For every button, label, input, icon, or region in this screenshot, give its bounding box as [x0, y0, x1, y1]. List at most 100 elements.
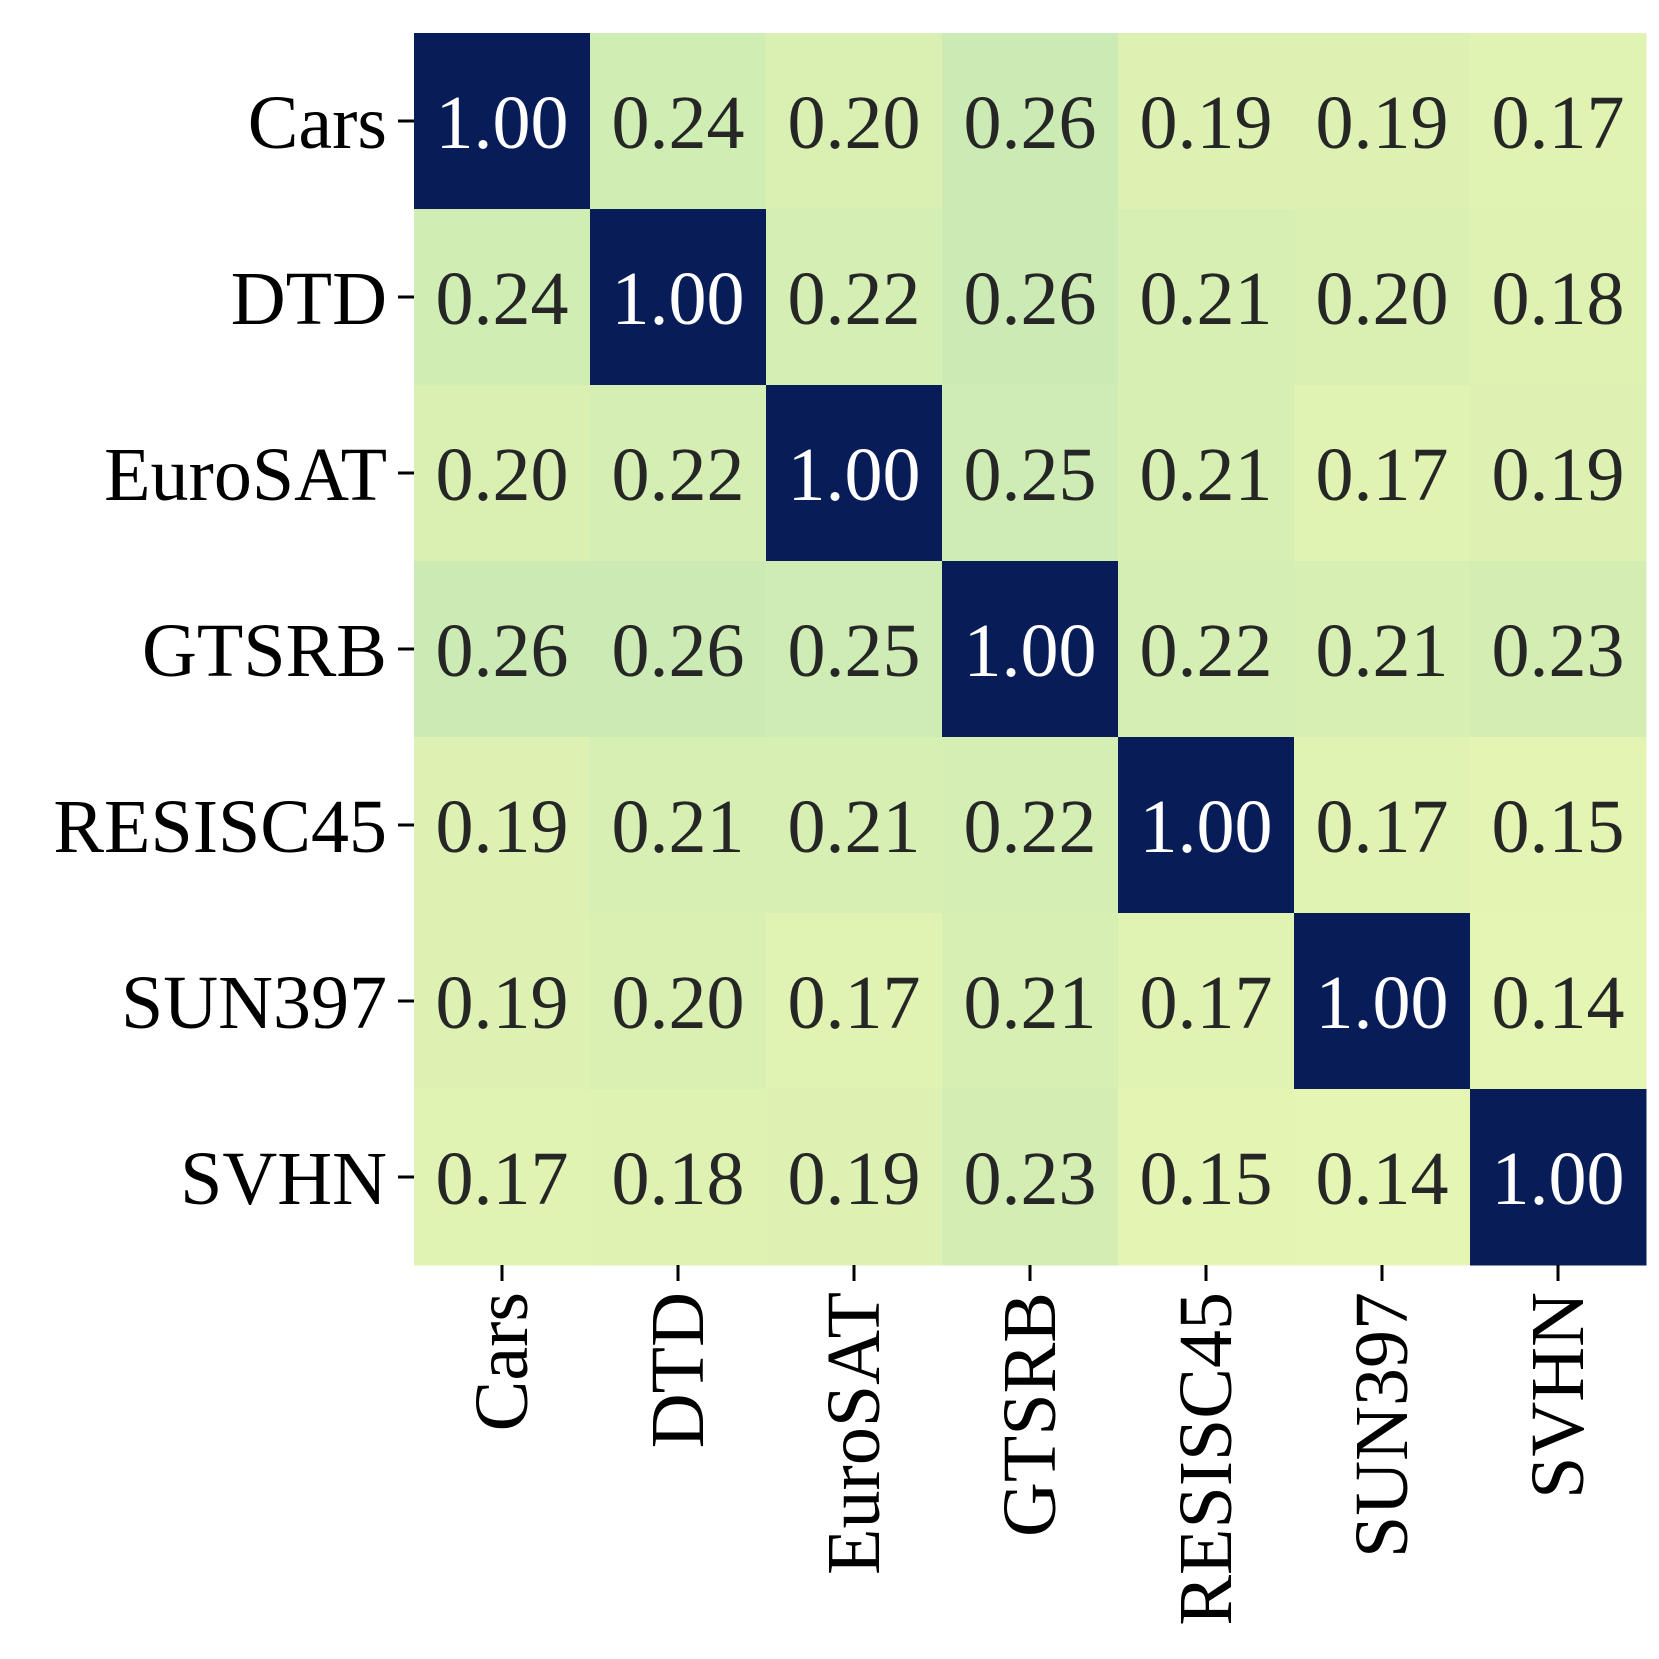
cell-value-label: 0.21 [1316, 609, 1449, 693]
cell-value-label: 0.21 [964, 961, 1097, 1045]
heatmap-cell-gtsrb-cars [414, 561, 591, 738]
cell-value-label: 1.00 [612, 257, 745, 341]
row-tick-label-cars: Cars [248, 81, 387, 165]
heatmap-cell-svhn-sun397 [1294, 1089, 1471, 1266]
cell-value-label: 0.24 [436, 257, 569, 341]
cell-value-label: 0.20 [612, 961, 745, 1045]
heatmap-cell-svhn-gtsrb [942, 1089, 1119, 1266]
heatmap-cell-sun397-svhn [1470, 913, 1647, 1090]
cell-value-label: 0.20 [788, 81, 921, 165]
heatmap-cell-gtsrb-dtd [590, 561, 767, 738]
heatmap-cell-gtsrb-svhn [1470, 561, 1647, 738]
heatmap-cell-gtsrb-eurosat [766, 561, 943, 738]
column-tick-label-eurosat: EuroSAT [812, 1292, 896, 1575]
cell-value-label: 0.15 [1492, 785, 1625, 869]
heatmap-cell-gtsrb-sun397 [1294, 561, 1471, 738]
column-tick-label-resisc45: RESISC45 [1164, 1292, 1248, 1626]
heatmap-cell-dtd-resisc45 [1118, 209, 1295, 386]
heatmap-cell-eurosat-resisc45 [1118, 385, 1295, 562]
heatmap-cell-dtd-sun397 [1294, 209, 1471, 386]
cell-value-label: 0.19 [1492, 433, 1625, 517]
cell-value-label: 1.00 [964, 609, 1097, 693]
cell-value-label: 0.17 [1492, 81, 1625, 165]
heatmap-cell-dtd-cars [414, 209, 591, 386]
heatmap-cell-sun397-dtd [590, 913, 767, 1090]
cell-value-label: 0.20 [436, 433, 569, 517]
cell-value-label: 0.26 [964, 81, 1097, 165]
column-tick-label-sun397: SUN397 [1340, 1292, 1424, 1558]
cell-value-label: 0.20 [1316, 257, 1449, 341]
heatmap-cell-eurosat-gtsrb [942, 385, 1119, 562]
cell-value-label: 0.18 [1492, 257, 1625, 341]
cell-value-label: 0.25 [788, 609, 921, 693]
heatmap-cell-sun397-resisc45 [1118, 913, 1295, 1090]
row-tick-labels: Cars DTD EuroSAT GTSRB RESISC45 SUN397 SVHN [53, 81, 414, 1221]
heatmap-cell-cars-dtd [590, 33, 767, 210]
heatmap-cell-svhn-dtd [590, 1089, 767, 1266]
cell-value-label: 0.17 [436, 1137, 569, 1221]
heatmap-cell-eurosat-cars [414, 385, 591, 562]
heatmap-cell-eurosat-dtd [590, 385, 767, 562]
cell-value-label: 1.00 [788, 433, 921, 517]
heatmap-cell-dtd-gtsrb [942, 209, 1119, 386]
heatmap-cell-sun397-gtsrb [942, 913, 1119, 1090]
heatmap-cell-dtd-eurosat [766, 209, 943, 386]
cell-value-label: 0.22 [788, 257, 921, 341]
heatmap-cell-resisc45-eurosat [766, 737, 943, 914]
row-tick-label-resisc45: RESISC45 [53, 785, 387, 869]
cell-value-label: 0.23 [1492, 609, 1625, 693]
cell-value-label: 0.26 [436, 609, 569, 693]
cell-value-label: 0.19 [436, 785, 569, 869]
heatmap-cell-dtd-dtd [590, 209, 767, 386]
heatmap-cell-sun397-eurosat [766, 913, 943, 1090]
heatmap-cell-resisc45-dtd [590, 737, 767, 914]
heatmap-cell-resisc45-svhn [1470, 737, 1647, 914]
cell-value-label: 0.17 [1316, 785, 1449, 869]
column-tick-labels: Cars DTD EuroSAT GTSRB RESISC45 SUN397 SVHN [460, 1265, 1600, 1626]
heatmap-cell-cars-svhn [1470, 33, 1647, 210]
heatmap-cell-cars-gtsrb [942, 33, 1119, 210]
column-tick-label-cars: Cars [460, 1292, 544, 1431]
heatmap-cell-sun397-sun397 [1294, 913, 1471, 1090]
heatmap-cell-cars-resisc45 [1118, 33, 1295, 210]
column-tick-label-svhn: SVHN [1516, 1292, 1600, 1499]
column-tick-label-gtsrb: GTSRB [988, 1292, 1072, 1537]
cell-value-label: 1.00 [1492, 1137, 1625, 1221]
cell-value-label: 1.00 [1140, 785, 1273, 869]
cell-value-label: 1.00 [436, 81, 569, 165]
heatmap-cell-sun397-cars [414, 913, 591, 1090]
heatmap-cell-dtd-svhn [1470, 209, 1647, 386]
heatmap-cell-eurosat-eurosat [766, 385, 943, 562]
row-tick-label-gtsrb: GTSRB [142, 609, 387, 693]
heatmap-cell-cars-cars [414, 33, 591, 210]
cell-value-label: 0.17 [1140, 961, 1273, 1045]
heatmap-cell-cars-sun397 [1294, 33, 1471, 210]
cell-value-label: 0.17 [788, 961, 921, 1045]
heatmap-cell-gtsrb-resisc45 [1118, 561, 1295, 738]
cell-value-label: 0.14 [1316, 1137, 1449, 1221]
cell-value-label: 0.21 [788, 785, 921, 869]
column-tick-label-dtd: DTD [636, 1292, 720, 1448]
cell-value-label: 0.21 [612, 785, 745, 869]
cell-value-label: 0.26 [612, 609, 745, 693]
cell-value-label: 0.18 [612, 1137, 745, 1221]
cell-value-label: 0.19 [1140, 81, 1273, 165]
heatmap-cell-svhn-resisc45 [1118, 1089, 1295, 1266]
cell-value-label: 0.19 [436, 961, 569, 1045]
cell-value-label: 0.22 [612, 433, 745, 517]
row-tick-label-eurosat: EuroSAT [104, 433, 387, 517]
heatmap-cell-cars-eurosat [766, 33, 943, 210]
heatmap-cell-resisc45-gtsrb [942, 737, 1119, 914]
cell-value-label: 1.00 [1316, 961, 1449, 1045]
heatmap-cell-resisc45-sun397 [1294, 737, 1471, 914]
heatmap-cell-resisc45-cars [414, 737, 591, 914]
cell-value-label: 0.23 [964, 1137, 1097, 1221]
cell-value-label: 0.17 [1316, 433, 1449, 517]
cell-value-label: 0.22 [964, 785, 1097, 869]
heatmap-cell-svhn-svhn [1470, 1089, 1647, 1266]
heatmap-cells: 1.00 0.24 0.20 0.26 0.19 0.19 0.17 0.24 1.00 0.22… [414, 33, 1647, 1266]
heatmap-cell-svhn-eurosat [766, 1089, 943, 1266]
row-tick-label-svhn: SVHN [180, 1137, 387, 1221]
cell-value-label: 0.19 [1316, 81, 1449, 165]
